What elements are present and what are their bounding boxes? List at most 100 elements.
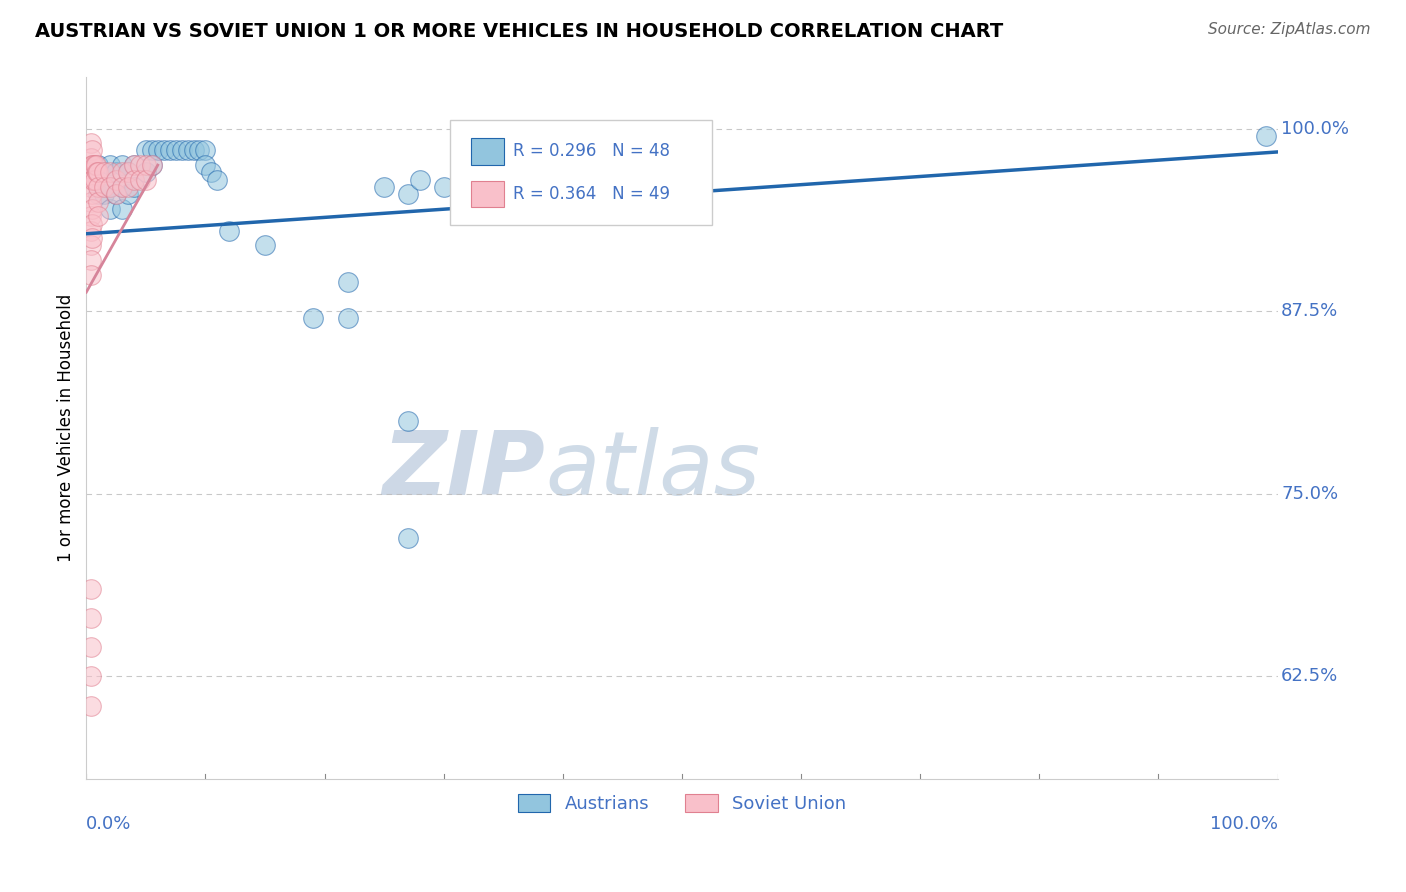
Point xyxy=(207,172,229,186)
Point xyxy=(87,194,110,209)
Point xyxy=(170,144,193,158)
Point xyxy=(135,165,157,179)
Point xyxy=(111,180,134,194)
Point xyxy=(82,187,104,202)
Point xyxy=(194,144,217,158)
Point xyxy=(188,144,211,158)
Point xyxy=(93,180,115,194)
Point xyxy=(301,311,323,326)
Point xyxy=(80,165,103,179)
Point xyxy=(105,187,128,202)
Text: atlas: atlas xyxy=(546,427,759,513)
Point xyxy=(98,165,121,179)
Point xyxy=(80,151,103,165)
Point xyxy=(396,187,419,202)
Point xyxy=(141,158,163,172)
Point xyxy=(80,611,103,625)
Point xyxy=(409,172,432,186)
FancyBboxPatch shape xyxy=(471,138,505,165)
Point xyxy=(82,158,104,172)
Point xyxy=(105,187,128,202)
Point xyxy=(165,144,187,158)
Point xyxy=(117,165,139,179)
Point xyxy=(183,144,205,158)
Point xyxy=(194,158,217,172)
Point xyxy=(1254,128,1277,143)
Text: 75.0%: 75.0% xyxy=(1281,484,1339,503)
Point xyxy=(503,172,526,186)
Point xyxy=(87,165,110,179)
Point xyxy=(141,144,163,158)
Y-axis label: 1 or more Vehicles in Household: 1 or more Vehicles in Household xyxy=(58,293,75,562)
Text: AUSTRIAN VS SOVIET UNION 1 OR MORE VEHICLES IN HOUSEHOLD CORRELATION CHART: AUSTRIAN VS SOVIET UNION 1 OR MORE VEHIC… xyxy=(35,22,1004,41)
Point xyxy=(111,180,134,194)
Point xyxy=(82,172,104,186)
Point xyxy=(122,172,145,186)
Point xyxy=(129,172,152,186)
Text: R = 0.296   N = 48: R = 0.296 N = 48 xyxy=(513,142,669,160)
Point xyxy=(152,144,174,158)
Point xyxy=(396,531,419,545)
FancyBboxPatch shape xyxy=(471,180,505,207)
Point xyxy=(105,172,128,186)
Point xyxy=(135,158,157,172)
Point xyxy=(80,253,103,268)
Point xyxy=(117,165,139,179)
Text: 100.0%: 100.0% xyxy=(1209,815,1278,833)
Point xyxy=(84,158,107,172)
Text: R = 0.364   N = 49: R = 0.364 N = 49 xyxy=(513,185,669,202)
Point xyxy=(80,640,103,655)
Point xyxy=(373,180,395,194)
Point xyxy=(337,311,360,326)
Point xyxy=(122,158,145,172)
Point xyxy=(82,202,104,216)
Point xyxy=(516,180,538,194)
Point xyxy=(80,180,103,194)
Point xyxy=(98,180,121,194)
Point xyxy=(87,209,110,223)
Text: 87.5%: 87.5% xyxy=(1281,302,1339,320)
Text: 0.0%: 0.0% xyxy=(86,815,132,833)
Point xyxy=(498,187,520,202)
Text: 100.0%: 100.0% xyxy=(1281,120,1350,137)
Point xyxy=(111,158,134,172)
FancyBboxPatch shape xyxy=(450,120,711,225)
Point xyxy=(80,669,103,683)
Point xyxy=(129,158,152,172)
Point xyxy=(82,231,104,245)
Point xyxy=(117,187,139,202)
Point xyxy=(87,180,110,194)
Point xyxy=(337,275,360,289)
Point xyxy=(80,209,103,223)
Point xyxy=(93,165,115,179)
Point xyxy=(82,217,104,231)
Point xyxy=(111,165,134,179)
Point xyxy=(122,180,145,194)
Point xyxy=(87,158,110,172)
Legend: Austrians, Soviet Union: Austrians, Soviet Union xyxy=(509,785,855,822)
Point xyxy=(122,158,145,172)
Point xyxy=(141,158,163,172)
Point xyxy=(80,582,103,596)
Point xyxy=(98,180,121,194)
Point xyxy=(80,268,103,282)
Point xyxy=(80,238,103,252)
Point xyxy=(93,187,115,202)
Point xyxy=(135,144,157,158)
Point xyxy=(98,202,121,216)
Text: Source: ZipAtlas.com: Source: ZipAtlas.com xyxy=(1208,22,1371,37)
Point xyxy=(93,165,115,179)
Point xyxy=(87,187,110,202)
Point xyxy=(82,158,104,172)
Point xyxy=(253,238,276,252)
Point xyxy=(83,158,105,172)
Point xyxy=(80,136,103,151)
Point xyxy=(135,172,157,186)
Point xyxy=(492,172,515,186)
Point xyxy=(98,158,121,172)
Point xyxy=(146,144,169,158)
Text: 62.5%: 62.5% xyxy=(1281,667,1339,685)
Point xyxy=(396,414,419,428)
Point xyxy=(159,144,181,158)
Point xyxy=(82,144,104,158)
